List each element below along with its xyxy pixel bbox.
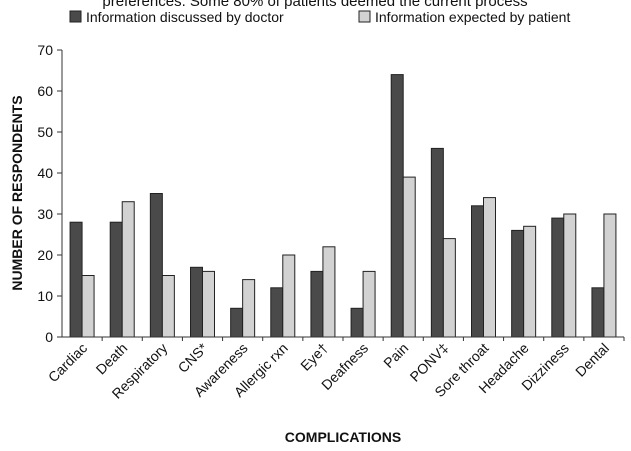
bar-patient bbox=[282, 254, 296, 338]
bar-patient bbox=[81, 275, 95, 338]
y-tick-label: 50 bbox=[37, 124, 53, 140]
bar-doctor bbox=[69, 221, 83, 338]
bars bbox=[69, 74, 617, 338]
legend: Information discussed by doctor Informat… bbox=[69, 9, 570, 25]
x-tick-label: Dental bbox=[572, 340, 612, 380]
y-tick-label: 0 bbox=[45, 329, 53, 345]
x-tick-label: Death bbox=[93, 340, 131, 378]
x-tick-label: CNS* bbox=[175, 339, 211, 375]
bar-patient bbox=[362, 270, 376, 338]
header-text-fragment: preferences. Some 80% of patients deemed… bbox=[102, 0, 527, 10]
bar-doctor bbox=[230, 307, 244, 338]
bar-doctor bbox=[551, 217, 565, 338]
bar-doctor bbox=[270, 287, 284, 338]
bar-patient bbox=[322, 246, 336, 338]
y-tick-label: 70 bbox=[37, 42, 53, 58]
legend-label-patient: Information expected by patient bbox=[375, 9, 570, 25]
y-tick-label: 30 bbox=[37, 206, 53, 222]
bar-doctor bbox=[390, 74, 404, 338]
bar-doctor bbox=[310, 270, 324, 338]
bar-patient bbox=[202, 270, 215, 338]
bar-patient bbox=[161, 275, 175, 338]
bar-patient bbox=[402, 176, 416, 338]
bar-patient bbox=[523, 225, 537, 338]
legend-swatch-patient bbox=[358, 10, 371, 23]
y-tick-label: 10 bbox=[37, 288, 53, 304]
x-tick-label: Cardiac bbox=[45, 340, 90, 385]
x-tick-label: Pain bbox=[380, 340, 411, 371]
bar-patient bbox=[563, 213, 577, 338]
bar-doctor bbox=[591, 287, 605, 338]
bar-doctor bbox=[511, 229, 525, 338]
y-axis-title: NUMBER OF RESPONDENTS bbox=[9, 95, 25, 290]
bar-doctor bbox=[109, 221, 123, 338]
legend-label-doctor: Information discussed by doctor bbox=[86, 9, 284, 25]
y-tick-label: 20 bbox=[37, 247, 53, 263]
bar-doctor bbox=[149, 193, 163, 338]
y-tick-label: 60 bbox=[37, 83, 53, 99]
x-tick-label: Eye† bbox=[297, 340, 331, 374]
bar-patient bbox=[603, 213, 617, 338]
bar-patient bbox=[121, 201, 135, 338]
legend-swatch-doctor bbox=[69, 10, 82, 23]
bar-patient bbox=[483, 197, 496, 338]
bar-doctor bbox=[471, 205, 484, 338]
bar-doctor bbox=[430, 147, 444, 338]
bar-patient bbox=[242, 279, 256, 338]
x-axis-title: COMPLICATIONS bbox=[285, 429, 401, 445]
y-tick-label: 40 bbox=[37, 165, 53, 181]
bar-doctor bbox=[190, 266, 203, 338]
bar-patient bbox=[442, 238, 456, 338]
bar-doctor bbox=[350, 307, 364, 338]
y-axis-ticks: 0 10 20 30 40 50 60 70 bbox=[37, 42, 62, 345]
